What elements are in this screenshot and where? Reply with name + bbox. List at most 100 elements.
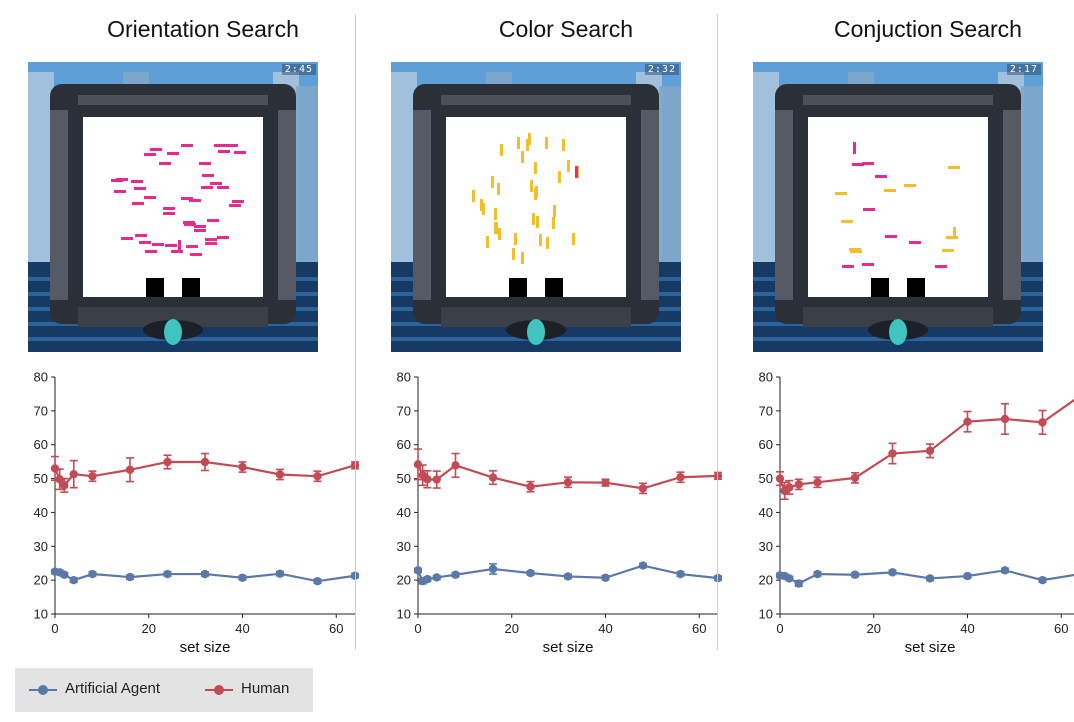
stimulus-bar <box>217 186 229 189</box>
legend-human-marker <box>214 685 224 695</box>
stimulus-bar <box>546 237 549 249</box>
timer-display: 2:17 <box>1006 64 1041 75</box>
data-point-agent <box>638 561 648 570</box>
data-point-agent <box>713 573 723 583</box>
stimulus-bar <box>946 236 958 239</box>
y-tick-label: 40 <box>397 505 411 520</box>
data-point-agent <box>125 572 135 582</box>
stimulus-bar <box>532 213 535 225</box>
monitor-right-pillar <box>641 110 659 300</box>
stimulus-bar <box>184 223 196 226</box>
data-point-agent <box>813 569 822 579</box>
stimulus-bar <box>530 180 533 192</box>
stimulus-bar <box>875 175 887 178</box>
stimulus-bar <box>171 250 183 253</box>
data-point-human <box>163 457 172 467</box>
chart-legend: Artificial Agent Human <box>15 668 313 712</box>
data-point-agent <box>69 575 78 585</box>
game-screenshot <box>28 62 318 352</box>
data-point-human <box>50 464 60 473</box>
stimulus-bar <box>948 166 960 169</box>
stimulus-bar <box>482 203 485 215</box>
data-point-agent <box>413 566 423 575</box>
stimulus-bar <box>163 212 175 215</box>
data-point-human <box>125 465 135 474</box>
data-point-human <box>601 478 610 487</box>
y-tick-label: 70 <box>34 403 48 418</box>
panel-title: Conjuction Search <box>834 16 1022 42</box>
answer-button-left <box>509 278 527 297</box>
data-point-human <box>888 449 897 458</box>
data-point-human <box>925 446 935 456</box>
stimulus-bar <box>194 225 206 228</box>
target-bar <box>575 166 578 178</box>
x-tick-label: 60 <box>692 621 706 636</box>
data-point-human <box>526 482 535 491</box>
legend-agent-label: Artificial Agent <box>65 680 161 697</box>
panel-color: Color Search 2:32 10 20 30 40 50 60 70 80 0 20 40 6… <box>391 0 741 660</box>
agent-indicator <box>527 319 545 345</box>
building <box>28 72 54 272</box>
stimulus-bar <box>167 152 179 155</box>
stimulus-bar <box>139 241 151 244</box>
y-tick-label: 30 <box>397 539 411 554</box>
stimulus-bar <box>183 221 195 224</box>
target-bar <box>178 240 181 252</box>
stimulus-bar <box>181 197 193 200</box>
monitor-bottom-bar <box>78 307 268 327</box>
data-point-agent <box>488 564 498 574</box>
timer-display: 2:32 <box>644 64 679 75</box>
data-point-human <box>794 480 803 489</box>
y-tick-label: 50 <box>759 471 773 486</box>
data-point-agent <box>1000 566 1010 575</box>
legend-agent-marker <box>38 685 48 695</box>
data-point-human <box>1038 418 1047 427</box>
stimulus-bar <box>190 253 202 256</box>
stimulus-bar <box>539 234 542 246</box>
stimulus-bar <box>534 162 537 174</box>
panel-divider <box>355 14 356 650</box>
data-point-agent <box>850 570 860 579</box>
stimulus-bar <box>165 244 177 247</box>
monitor-right-pillar <box>278 110 296 300</box>
stimulus-bar <box>558 171 561 183</box>
data-point-human <box>563 478 573 487</box>
game-screenshot <box>753 62 1043 352</box>
data-point-human <box>963 417 972 426</box>
y-tick-label: 20 <box>397 573 411 588</box>
stimulus-bar <box>232 200 244 203</box>
stimulus-bar <box>199 162 211 165</box>
stimulus-display <box>446 117 626 297</box>
stimulus-bar <box>850 250 862 253</box>
monitor-left-pillar <box>413 110 431 300</box>
data-point-agent <box>423 574 432 584</box>
y-tick-label: 20 <box>759 573 773 588</box>
stimulus-bar <box>512 248 515 260</box>
data-point-human <box>785 483 794 492</box>
stimulus-bar <box>497 183 500 195</box>
stimulus-bar <box>116 178 128 181</box>
stimulus-bar <box>498 228 501 240</box>
data-point-agent <box>350 571 360 580</box>
y-tick-label: 40 <box>34 505 48 520</box>
stimulus-bar <box>144 153 156 156</box>
stimulus-bar <box>562 139 565 151</box>
y-tick-label: 40 <box>759 505 773 520</box>
stimulus-bar <box>953 227 956 239</box>
data-point-agent <box>200 569 210 579</box>
stimulus-bar <box>202 174 214 177</box>
agent-indicator <box>889 319 907 345</box>
data-point-human <box>88 472 97 481</box>
stimulus-bar <box>517 137 520 149</box>
stimulus-bar <box>909 241 921 244</box>
stimulus-bar <box>852 163 864 166</box>
stimulus-bar <box>526 139 529 151</box>
answer-button-right <box>182 278 200 297</box>
x-tick-label: 0 <box>414 621 421 636</box>
stimulus-bar <box>135 234 147 237</box>
stimulus-bar <box>552 217 555 229</box>
stimulus-bar <box>152 243 164 246</box>
stimulus-bar <box>572 233 575 245</box>
